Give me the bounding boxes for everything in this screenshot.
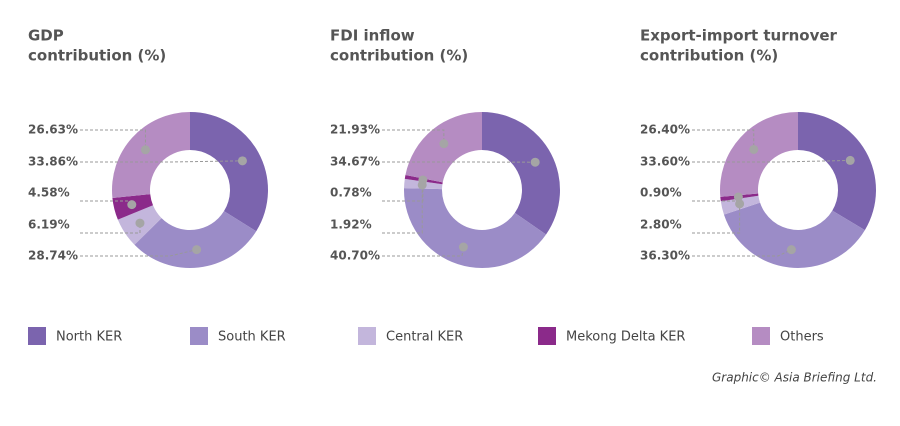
leader-line: [80, 160, 243, 163]
leader-dot: [733, 192, 743, 202]
value-label: 26.63%: [28, 123, 78, 137]
donut-slice: [720, 112, 798, 197]
leader-line: [692, 249, 792, 257]
legend-label: North KER: [56, 330, 122, 345]
leader-dot: [845, 155, 855, 165]
leader-dot: [135, 218, 145, 228]
donut-slice: [190, 112, 268, 232]
donut-slice: [111, 112, 190, 198]
legend-swatch: [28, 327, 46, 345]
value-label: 2.80%: [640, 218, 682, 232]
value-label: 28.74%: [28, 249, 78, 263]
leader-dot: [237, 156, 247, 166]
chart-title: contribution (%): [330, 47, 468, 65]
donut-slice: [134, 211, 257, 268]
leader-line: [692, 159, 851, 163]
leader-dot: [439, 139, 449, 149]
leader-line: [382, 179, 424, 202]
leader-dot: [127, 200, 137, 210]
leader-dot: [735, 199, 745, 209]
value-label: 33.86%: [28, 155, 78, 169]
leader-line: [692, 129, 755, 150]
leader-dot: [417, 180, 427, 190]
value-label: 21.93%: [330, 123, 380, 137]
chart-title: FDI inflow: [330, 27, 415, 45]
leader-dot: [458, 242, 468, 252]
legend-label: South KER: [218, 330, 286, 345]
legend-swatch: [538, 327, 556, 345]
leader-line: [80, 249, 197, 257]
legend-swatch: [358, 327, 376, 345]
value-label: 0.78%: [330, 186, 372, 200]
chart-title: contribution (%): [640, 47, 778, 65]
value-label: 26.40%: [640, 123, 690, 137]
leader-dot: [786, 245, 796, 255]
legend-label: Mekong Delta KER: [566, 330, 685, 345]
value-label: 40.70%: [330, 249, 380, 263]
chart-title: contribution (%): [28, 47, 166, 65]
legend-swatch: [190, 327, 208, 345]
legend-label: Others: [780, 330, 824, 345]
leader-dot: [749, 144, 759, 154]
legend-label: Central KER: [386, 330, 463, 345]
value-label: 33.60%: [640, 155, 690, 169]
leader-dot: [140, 145, 150, 155]
value-label: 4.58%: [28, 186, 70, 200]
leader-dot: [530, 157, 540, 167]
chart-title: GDP: [28, 27, 64, 45]
donut-slice: [482, 112, 560, 235]
leader-line: [382, 184, 423, 234]
value-label: 0.90%: [640, 186, 682, 200]
credit: Graphic© Asia Briefing Ltd.: [712, 371, 877, 385]
donut-slice: [723, 202, 865, 268]
donut-slice: [404, 188, 547, 268]
value-label: 34.67%: [330, 155, 380, 169]
value-label: 6.19%: [28, 218, 70, 232]
leader-dot: [192, 245, 202, 255]
donut-slice: [798, 112, 876, 231]
leader-line: [80, 129, 146, 150]
leader-line: [692, 203, 741, 234]
legend-swatch: [752, 327, 770, 345]
leader-line: [382, 129, 445, 144]
value-label: 36.30%: [640, 249, 690, 263]
chart-title: Export-import turnover: [640, 27, 838, 45]
value-label: 1.92%: [330, 218, 372, 232]
